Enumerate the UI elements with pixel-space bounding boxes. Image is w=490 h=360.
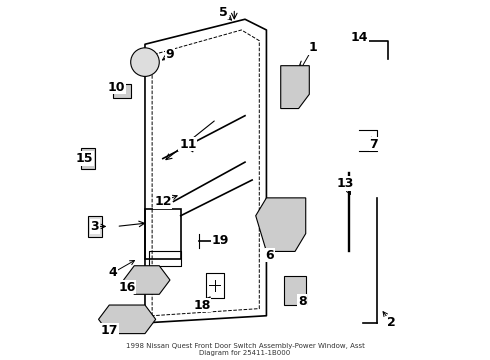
Text: 5: 5 [219, 6, 228, 19]
Text: 15: 15 [75, 152, 93, 165]
Text: 8: 8 [298, 295, 306, 308]
Text: 19: 19 [211, 234, 229, 247]
Bar [284, 276, 306, 305]
Text: 7: 7 [369, 138, 378, 151]
Bar [88, 216, 102, 237]
Text: 13: 13 [336, 177, 354, 190]
Bar [81, 148, 95, 169]
Text: 3: 3 [91, 220, 99, 233]
Text: 16: 16 [119, 281, 136, 294]
Text: 4: 4 [108, 266, 117, 279]
Text: 11: 11 [179, 138, 196, 151]
Text: 1998 Nissan Quest Front Door Switch Assembly-Power Window, Asst
Diagram for 2541: 1998 Nissan Quest Front Door Switch Asse… [125, 343, 365, 356]
Text: 10: 10 [108, 81, 125, 94]
Text: 18: 18 [194, 298, 211, 311]
Text: 14: 14 [350, 31, 368, 44]
Bar [113, 84, 131, 98]
Circle shape [131, 48, 159, 76]
Text: 2: 2 [387, 316, 396, 329]
Text: 1: 1 [309, 41, 317, 54]
Polygon shape [98, 305, 156, 334]
Polygon shape [256, 198, 306, 251]
Text: 6: 6 [266, 248, 274, 261]
Text: 17: 17 [100, 324, 118, 337]
Polygon shape [281, 66, 309, 109]
Text: 12: 12 [154, 195, 172, 208]
Text: 9: 9 [166, 49, 174, 62]
Polygon shape [123, 266, 170, 294]
